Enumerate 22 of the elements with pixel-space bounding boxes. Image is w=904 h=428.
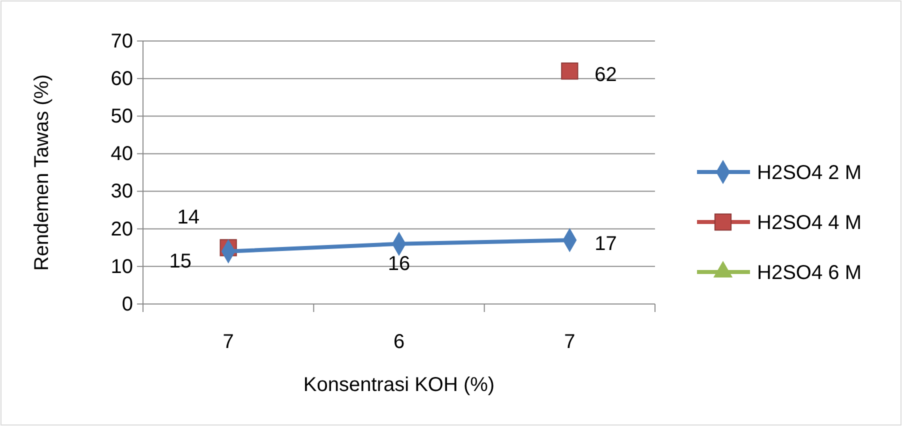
legend-label: H2SO4 6 M (757, 262, 862, 284)
data-label: 17 (594, 233, 617, 256)
data-label: 15 (169, 250, 192, 273)
y-tick-label: 30 (110, 180, 133, 203)
legend-label: H2SO4 4 M (757, 212, 862, 234)
data-label: 14 (177, 206, 200, 228)
legend-label: H2SO4 2 M (757, 162, 862, 184)
x-tick-label: 6 (393, 331, 405, 354)
x-tick-label: 7 (222, 331, 234, 354)
y-axis-title: Rendemen Tawas (%) (31, 74, 53, 271)
x-tick-label: 7 (564, 331, 576, 354)
y-tick-label: 40 (110, 143, 133, 166)
y-tick-label: 60 (110, 68, 133, 90)
y-tick-label: 20 (110, 218, 133, 240)
y-tick-label: 50 (110, 106, 133, 128)
point (561, 62, 578, 80)
y-tick-label: 10 (110, 256, 133, 278)
y-tick-label: 70 (110, 30, 133, 52)
data-label: 16 (388, 252, 410, 275)
x-axis-title: Konsentrasi KOH (%) (303, 374, 495, 396)
data-label: 62 (594, 64, 617, 86)
y-tick-label: 0 (122, 293, 133, 316)
